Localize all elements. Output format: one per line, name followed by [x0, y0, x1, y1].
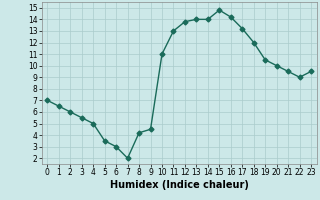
X-axis label: Humidex (Indice chaleur): Humidex (Indice chaleur)	[110, 180, 249, 190]
